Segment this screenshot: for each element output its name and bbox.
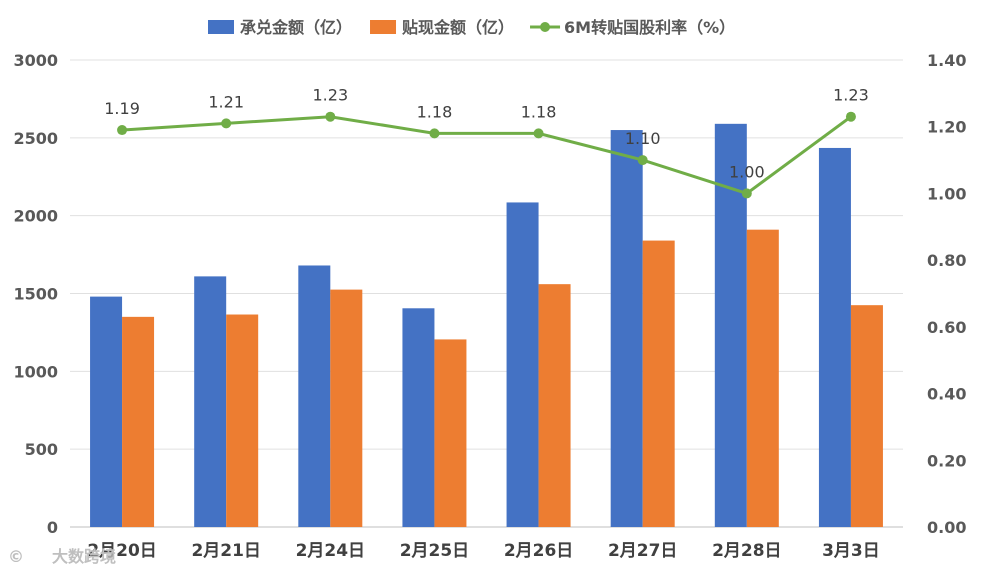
rate-point xyxy=(325,111,336,122)
bar-discount xyxy=(122,316,155,527)
x-tick-label: 2月26日 xyxy=(504,541,574,561)
watermark-text: 大数跨境 xyxy=(52,547,116,566)
y-right-tick-label: 0.80 xyxy=(927,251,966,270)
rate-data-label: 1.18 xyxy=(417,102,453,121)
y-left-tick-label: 3000 xyxy=(13,51,58,70)
rate-data-label: 1.21 xyxy=(208,92,244,111)
rate-line: 1.19 1.21 1.23 1.18 1.18 1.10 1.00 1.23 xyxy=(104,86,869,199)
bar-acceptance xyxy=(298,265,331,527)
rate-data-label: 1.10 xyxy=(625,129,661,148)
bar-acceptance xyxy=(610,130,643,528)
x-tick-label: 2月24日 xyxy=(296,541,366,561)
rate-point xyxy=(533,128,544,139)
rate-point xyxy=(741,188,752,199)
rate-data-label: 1.00 xyxy=(729,162,765,181)
bar-discount xyxy=(226,314,259,527)
y-left-tick-label: 500 xyxy=(25,440,58,459)
rate-data-label: 1.19 xyxy=(104,99,140,118)
bar-acceptance xyxy=(818,147,851,527)
rate-data-label: 1.23 xyxy=(313,86,349,105)
bar-acceptance xyxy=(90,296,123,527)
y-left-tick-label: 2000 xyxy=(13,207,58,226)
bar-discount xyxy=(746,229,779,527)
bar-discount xyxy=(850,305,883,527)
y-right-tick-label: 1.40 xyxy=(927,51,966,70)
y-left-tick-label: 1000 xyxy=(13,362,58,381)
watermark-icon: © xyxy=(8,547,24,566)
bar-acceptance xyxy=(506,202,539,527)
x-tick-label: 3月3日 xyxy=(822,541,880,561)
legend: 承兑金额（亿） 贴现金额（亿） 6M转贴国股利率（%） xyxy=(208,18,735,37)
y-right-tick-label: 1.20 xyxy=(927,118,966,137)
legend-swatch xyxy=(208,20,234,34)
axes: 0 500 1000 1500 2000 2500 3000 0.00 0.20 0.40 0.60… xyxy=(13,51,966,561)
rate-point xyxy=(637,155,648,166)
rate-point xyxy=(845,111,856,122)
bar-acceptance xyxy=(402,308,435,527)
y-left-tick-label: 2500 xyxy=(13,129,58,148)
rate-data-label: 1.18 xyxy=(521,102,557,121)
x-tick-label: 2月27日 xyxy=(608,541,678,561)
watermark: © 大数跨境 xyxy=(8,547,116,566)
y-left-tick-label: 0 xyxy=(47,518,58,537)
legend-label: 6M转贴国股利率（%） xyxy=(564,18,735,37)
bar-discount xyxy=(538,284,571,527)
rate-point xyxy=(221,118,232,129)
x-tick-label: 2月25日 xyxy=(400,541,470,561)
rate-point xyxy=(117,125,128,136)
x-tick-label: 2月20日 xyxy=(87,541,157,561)
y-right-tick-label: 1.00 xyxy=(927,184,966,203)
rate-point xyxy=(429,128,440,139)
x-tick-label: 2月21日 xyxy=(191,541,261,561)
y-right-tick-label: 0.20 xyxy=(927,451,966,470)
legend-label: 贴现金额（亿） xyxy=(402,18,514,37)
legend-label: 承兑金额（亿） xyxy=(240,18,352,37)
y-right-tick-label: 0.00 xyxy=(927,518,966,537)
bar-acceptance xyxy=(194,276,227,527)
legend-swatch-marker xyxy=(540,22,551,32)
y-left-tick-label: 1500 xyxy=(13,285,58,304)
y-right-tick-label: 0.40 xyxy=(927,385,966,404)
bar-discount xyxy=(434,339,467,527)
bars xyxy=(90,123,883,528)
legend-swatch xyxy=(370,20,397,34)
bar-discount xyxy=(642,240,675,527)
x-tick-label: 2月28日 xyxy=(712,541,782,561)
rate-line-path xyxy=(121,115,852,196)
y-right-tick-label: 0.60 xyxy=(927,318,966,337)
bar-discount xyxy=(330,289,363,527)
rate-data-label: 1.23 xyxy=(833,86,869,105)
